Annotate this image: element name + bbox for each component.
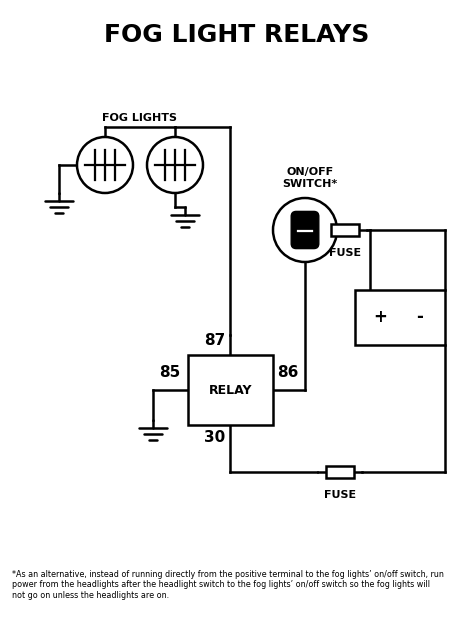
Text: 86: 86 bbox=[277, 365, 298, 380]
Text: 30: 30 bbox=[204, 430, 226, 445]
Bar bbox=[326, 466, 354, 478]
Text: FOG LIGHTS: FOG LIGHTS bbox=[102, 113, 177, 123]
Text: FUSE: FUSE bbox=[324, 490, 356, 500]
Bar bbox=[188, 355, 273, 425]
Text: 87: 87 bbox=[204, 333, 226, 348]
Circle shape bbox=[77, 137, 133, 193]
Text: FOG LIGHT RELAYS: FOG LIGHT RELAYS bbox=[104, 23, 370, 47]
FancyBboxPatch shape bbox=[291, 211, 319, 249]
Circle shape bbox=[147, 137, 203, 193]
Text: +: + bbox=[373, 309, 387, 327]
Text: RELAY: RELAY bbox=[209, 384, 252, 396]
Bar bbox=[331, 224, 359, 236]
Text: *As an alternative, instead of running directly from the positive terminal to th: *As an alternative, instead of running d… bbox=[12, 570, 444, 600]
Bar bbox=[355, 290, 445, 345]
Circle shape bbox=[273, 198, 337, 262]
Text: FUSE: FUSE bbox=[329, 248, 361, 258]
Text: ON/OFF
SWITCH*: ON/OFF SWITCH* bbox=[283, 167, 337, 189]
Text: -: - bbox=[416, 309, 423, 327]
Text: 85: 85 bbox=[159, 365, 180, 380]
